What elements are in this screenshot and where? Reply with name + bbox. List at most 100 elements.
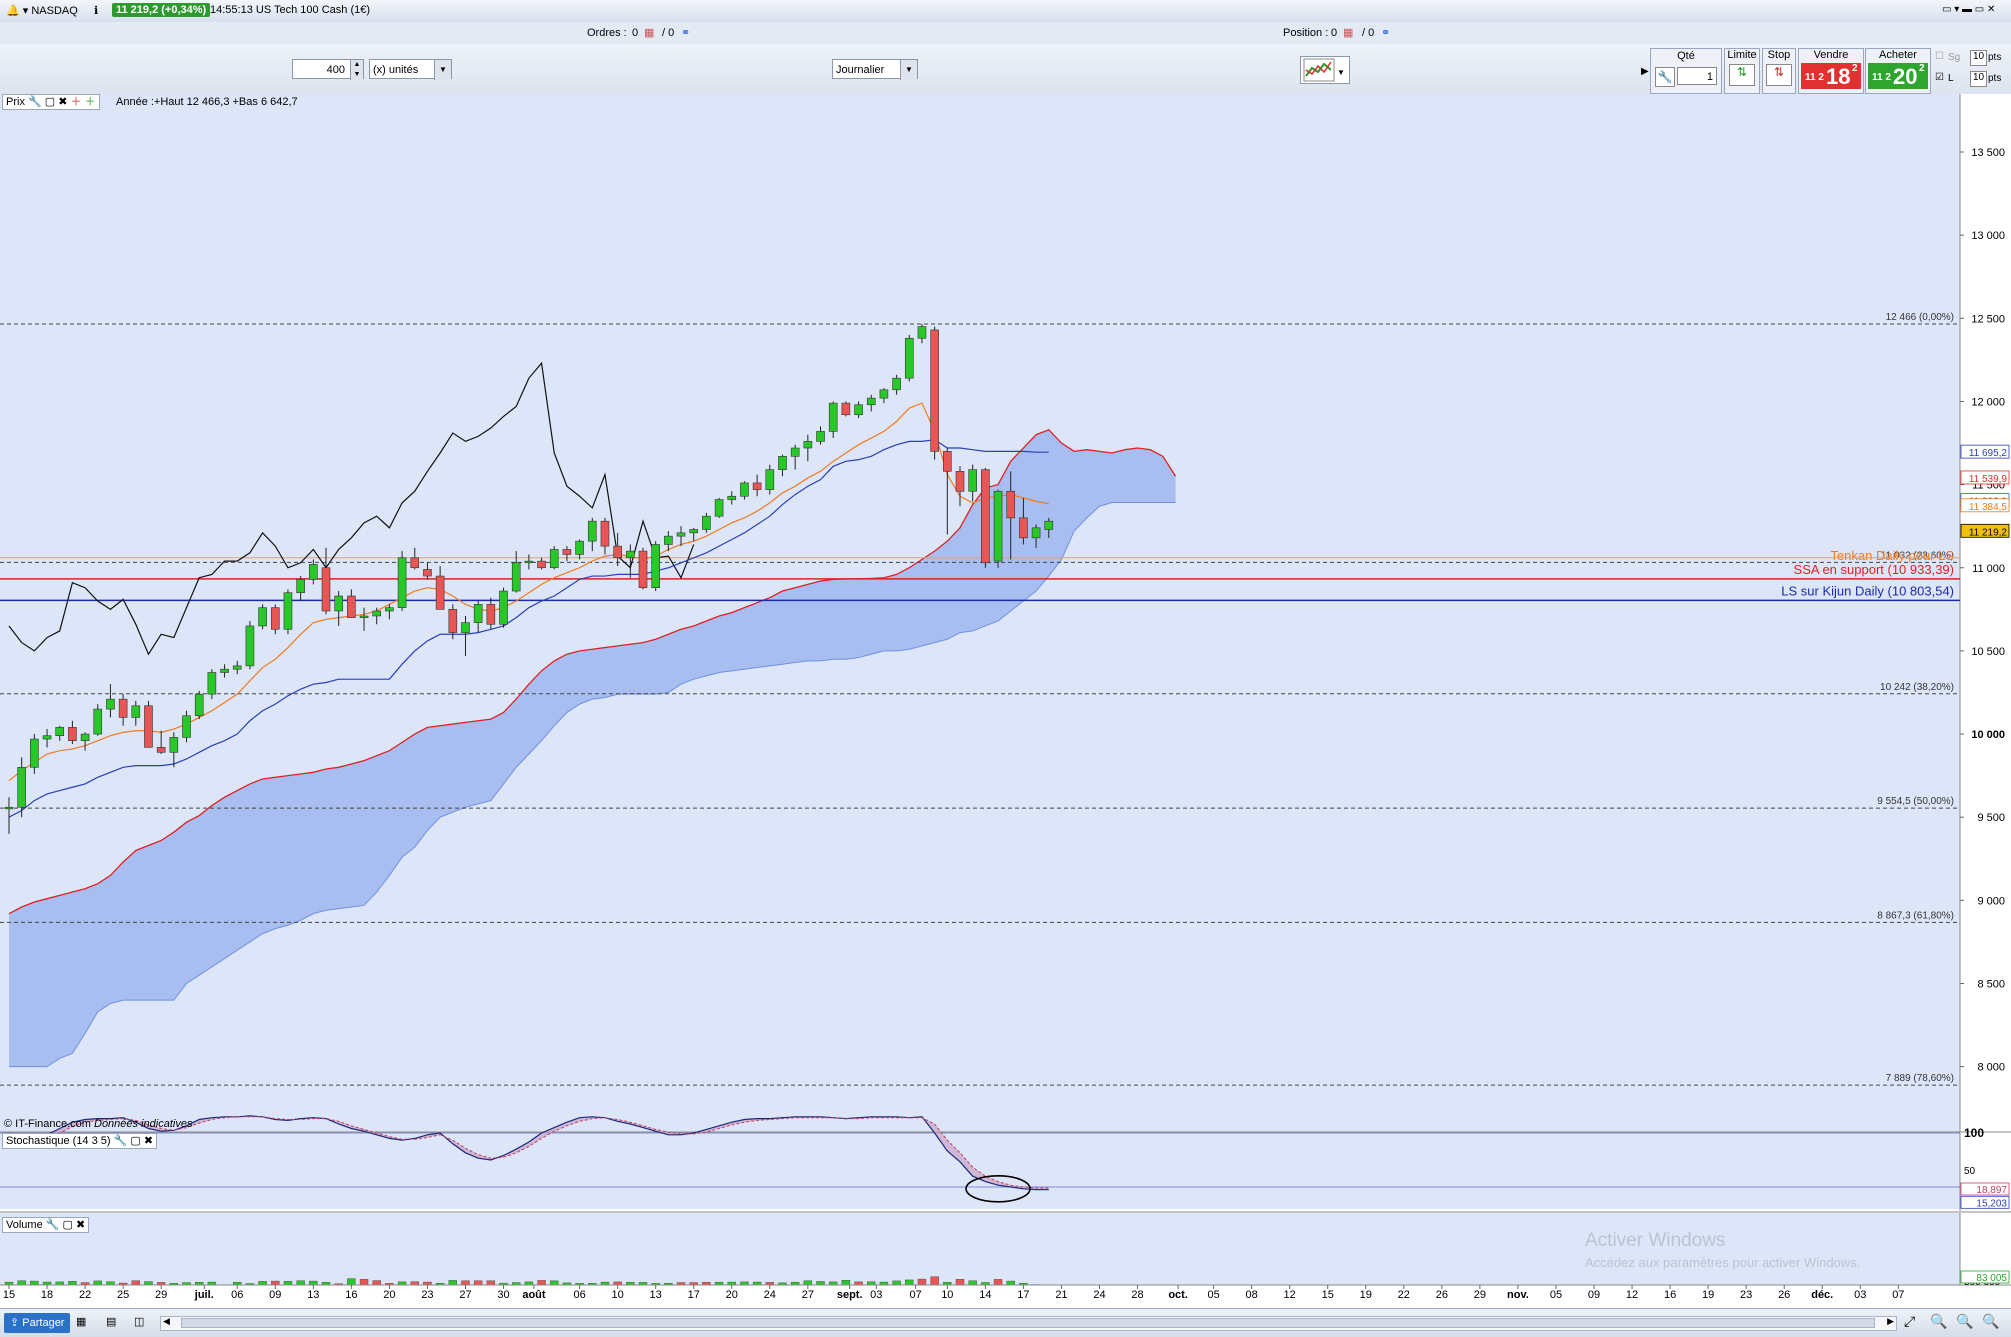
split-icon[interactable]: ◫	[134, 1315, 144, 1328]
share-button[interactable]: ⇪ Partager	[4, 1313, 70, 1333]
window-controls[interactable]: ▭ ▾ ▬ ▭ ✕	[1942, 4, 1995, 15]
scroll-left-icon[interactable]: ◀	[163, 1316, 170, 1327]
volume-bar-up	[30, 1281, 38, 1285]
candle-down	[68, 727, 76, 740]
candle-up	[284, 593, 292, 630]
price-axis-label: 13 500	[1971, 147, 2005, 159]
sell-button[interactable]: 11 2 18 2	[1801, 63, 1861, 89]
zoom-out-icon[interactable]: 🔍	[1930, 1313, 1947, 1330]
stoch-axis-label: 100	[1964, 1126, 1984, 1140]
l-checkbox[interactable]: ☑	[1935, 72, 1944, 83]
fibonacci-level-label: 9 554,5 (50,00%)	[1877, 796, 1954, 807]
candle-up	[183, 716, 191, 738]
quantity-value: 400	[327, 64, 345, 76]
candle-up	[588, 521, 596, 541]
candle-up	[994, 491, 1002, 561]
price-axis-label: 8 000	[1977, 1062, 2005, 1074]
volume-bar-down	[411, 1282, 419, 1285]
stoch-tag: 18,897	[1976, 1185, 2007, 1196]
price-axis-label: 9 000	[1977, 895, 2005, 907]
maximize-icon[interactable]: ▢	[45, 96, 55, 108]
limit-label: Limite	[1725, 49, 1759, 61]
sell-price-sup: 2	[1852, 63, 1858, 74]
layout-icon[interactable]: ▦	[76, 1315, 86, 1328]
buy-price-small: 11 2	[1872, 72, 1891, 83]
date-axis-label: 19	[1702, 1289, 1714, 1301]
stoch-axis-label: 50	[1964, 1166, 1976, 1177]
horizontal-scrollbar[interactable]: ◀ ▶	[160, 1316, 1897, 1331]
date-axis-label: 27	[459, 1289, 471, 1301]
orders-link-icon[interactable]: ⚭	[681, 26, 690, 39]
zoom-fit-icon[interactable]: 🔍	[1982, 1313, 1999, 1330]
pts2-input[interactable]: 10	[1970, 71, 1987, 87]
instrument-selector[interactable]: 🔔 ▾ NASDAQ	[6, 4, 78, 17]
quantity-stepper[interactable]: ▲▼	[350, 60, 363, 80]
volume-bar-up	[969, 1281, 977, 1285]
limit-box[interactable]: Limite ⇅	[1724, 48, 1760, 94]
candle-down	[1007, 491, 1015, 518]
candle-up	[5, 807, 13, 809]
list-icon[interactable]: ▤	[106, 1315, 116, 1328]
panel-toggle-icon[interactable]: ▶	[1641, 66, 1649, 77]
price-axis-label: 9 500	[1977, 812, 2005, 824]
add-icon[interactable]: ＋	[71, 96, 82, 108]
orders-icon[interactable]: ▦	[644, 26, 654, 39]
position-icon[interactable]: ▦	[1343, 26, 1353, 39]
candle-up	[43, 736, 51, 739]
chart-type-button[interactable]: ▼	[1300, 56, 1350, 84]
scroll-thumb[interactable]	[181, 1318, 1875, 1328]
candle-up	[690, 530, 698, 533]
wrench-icon[interactable]: 🔧	[114, 1135, 128, 1147]
close-icon[interactable]: ✖	[76, 1219, 85, 1231]
scroll-right-icon[interactable]: ▶	[1887, 1316, 1894, 1327]
maximize-icon[interactable]: ▢	[130, 1135, 140, 1147]
stochastic-title: Stochastique (14 3 5)	[6, 1135, 111, 1147]
unit-select[interactable]: (x) unités ▼	[369, 59, 452, 79]
pts1-input[interactable]: 10	[1970, 50, 1987, 66]
price-tag: 11 539,9	[1969, 474, 2008, 485]
position-value: 0	[1331, 27, 1337, 39]
candle-up	[702, 516, 710, 529]
wrench-icon[interactable]: 🔧	[1655, 67, 1675, 87]
price-badge: 11 219,2 (+0,34%)	[112, 3, 210, 17]
date-axis-label: 07	[1892, 1289, 1904, 1301]
candle-up	[106, 699, 114, 709]
candle-up	[221, 669, 229, 672]
period-select[interactable]: Journalier ▼	[832, 59, 918, 79]
maximize-icon[interactable]: ▢	[63, 1219, 73, 1231]
date-axis-label: 24	[764, 1289, 776, 1301]
buy-price-big: 20	[1893, 64, 1917, 90]
buy-box: Acheter 11 2 20 2	[1865, 48, 1931, 94]
volume-bar-down	[538, 1280, 546, 1285]
zoom-reset-icon[interactable]: ⤢	[1904, 1313, 1915, 1330]
wrench-icon[interactable]: 🔧	[46, 1219, 60, 1231]
watermark-subtitle: Accédez aux paramètres pour activer Wind…	[1585, 1255, 1860, 1270]
qty-input[interactable]: 1	[1677, 67, 1717, 85]
volume-bar-down	[487, 1281, 495, 1285]
quantity-input[interactable]: 400 ▲▼	[292, 59, 364, 79]
volume-bar-up	[817, 1281, 825, 1285]
buy-button[interactable]: 11 2 20 2	[1868, 63, 1928, 89]
time-and-name: 14:55:13 US Tech 100 Cash (1€)	[210, 4, 370, 16]
add-indicator-icon[interactable]: ＋	[85, 96, 96, 108]
candle-up	[309, 564, 317, 579]
zoom-in-icon[interactable]: 🔍	[1956, 1313, 1973, 1330]
price-tag: 11 384,5	[1969, 502, 2008, 513]
fibonacci-level-label: 12 466 (0,00%)	[1886, 312, 1954, 323]
price-tag: 11 695,2	[1969, 448, 2008, 459]
limit-icon: ⇅	[1729, 64, 1755, 86]
stop-box[interactable]: Stop ⇅	[1762, 48, 1796, 94]
fibonacci-level-label: 8 867,3 (61,80%)	[1877, 910, 1954, 921]
close-icon[interactable]: ✖	[58, 96, 67, 108]
close-icon[interactable]: ✖	[144, 1135, 153, 1147]
info-icon[interactable]: ℹ	[94, 4, 98, 17]
position-link-icon[interactable]: ⚭	[1381, 26, 1390, 39]
candle-down	[449, 609, 457, 632]
wrench-icon[interactable]: 🔧	[28, 96, 42, 108]
candle-up	[791, 448, 799, 456]
buy-label: Acheter	[1866, 49, 1930, 61]
sg-checkbox[interactable]: ☐	[1935, 51, 1944, 62]
